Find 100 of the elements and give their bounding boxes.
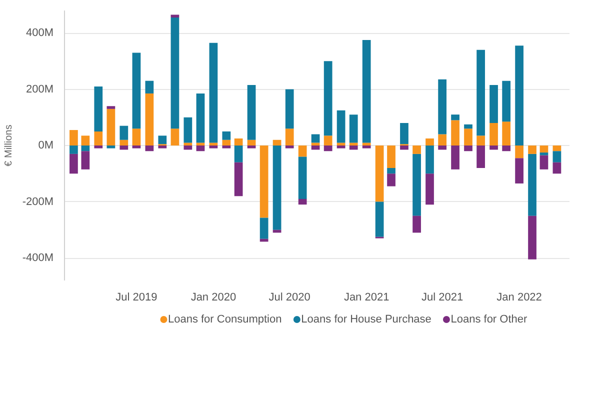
bar xyxy=(502,146,511,152)
bar xyxy=(196,142,205,146)
bar xyxy=(234,146,243,162)
bar xyxy=(70,154,78,174)
bar xyxy=(81,136,90,146)
bar xyxy=(336,110,346,143)
bar xyxy=(209,142,218,146)
y-tick-label: 0M xyxy=(38,140,54,152)
bar xyxy=(81,146,90,152)
bar xyxy=(426,138,434,146)
bar xyxy=(362,146,371,148)
bar xyxy=(94,146,103,148)
bar xyxy=(515,46,524,146)
bar xyxy=(349,146,358,150)
bar xyxy=(120,140,128,146)
y-tick-label: -400M xyxy=(22,252,54,264)
bar xyxy=(476,50,485,136)
bar xyxy=(502,80,511,122)
bar xyxy=(336,142,346,146)
bar xyxy=(438,146,446,150)
bar xyxy=(540,152,548,156)
bar xyxy=(464,128,472,146)
bar xyxy=(349,142,358,146)
bar xyxy=(464,124,472,129)
bar xyxy=(552,151,562,162)
bar xyxy=(120,126,128,140)
bar xyxy=(412,216,421,233)
bar xyxy=(234,162,243,196)
bar xyxy=(222,140,231,146)
bar xyxy=(184,142,192,146)
x-tick-label: Jul 2020 xyxy=(268,292,310,304)
bar xyxy=(106,108,116,146)
bar xyxy=(387,174,396,186)
bar xyxy=(260,146,268,218)
bar xyxy=(336,146,346,148)
bar xyxy=(375,146,384,202)
bar xyxy=(515,146,524,158)
bar xyxy=(540,155,548,170)
bar xyxy=(502,122,511,146)
bar xyxy=(145,146,154,152)
bar xyxy=(426,146,434,174)
bar xyxy=(426,174,434,205)
bar xyxy=(247,140,256,146)
bar xyxy=(311,134,320,143)
bar xyxy=(528,154,536,216)
x-tick-label: Jan 2022 xyxy=(496,292,542,304)
bar xyxy=(94,131,103,146)
bar xyxy=(106,106,116,109)
bar xyxy=(451,114,460,120)
bar xyxy=(552,162,562,174)
bar xyxy=(170,14,180,18)
legend-label: Loans for Consumption xyxy=(168,314,282,326)
x-tick-label: Jul 2019 xyxy=(116,292,158,304)
bar xyxy=(94,86,103,132)
x-tick-label: Jan 2021 xyxy=(344,292,390,304)
bar xyxy=(196,146,205,152)
bar xyxy=(234,138,243,146)
bar xyxy=(438,134,446,146)
bar xyxy=(209,146,218,148)
bar xyxy=(490,85,498,123)
bar xyxy=(184,146,192,150)
bar xyxy=(285,146,294,148)
bar xyxy=(222,131,231,140)
bar xyxy=(81,151,90,170)
bar xyxy=(260,218,268,239)
bar xyxy=(170,18,180,129)
bar xyxy=(145,93,154,146)
bar xyxy=(272,140,282,146)
bar xyxy=(400,146,408,150)
bar xyxy=(184,117,192,143)
bar xyxy=(324,61,332,136)
bar xyxy=(464,146,472,152)
bar xyxy=(120,146,128,150)
bar xyxy=(132,128,141,146)
bar xyxy=(528,216,536,260)
bar xyxy=(490,146,498,150)
bar xyxy=(412,146,421,154)
bar xyxy=(222,146,231,148)
bar xyxy=(132,146,141,148)
bar xyxy=(311,146,320,150)
bar xyxy=(476,136,485,146)
bar xyxy=(528,146,536,154)
bar xyxy=(311,142,320,146)
bar xyxy=(247,146,256,148)
bar xyxy=(247,85,256,140)
bar xyxy=(349,114,358,143)
bar xyxy=(515,158,524,184)
bar xyxy=(132,52,141,129)
bar xyxy=(260,238,268,242)
bar xyxy=(324,146,332,152)
bar xyxy=(285,89,294,129)
bar xyxy=(362,142,371,146)
bar xyxy=(70,146,78,154)
bar xyxy=(387,146,396,168)
bar xyxy=(552,146,562,152)
bar xyxy=(170,128,180,146)
bar xyxy=(375,202,384,237)
bar xyxy=(209,42,218,143)
bar xyxy=(400,123,408,144)
bar xyxy=(158,136,167,144)
